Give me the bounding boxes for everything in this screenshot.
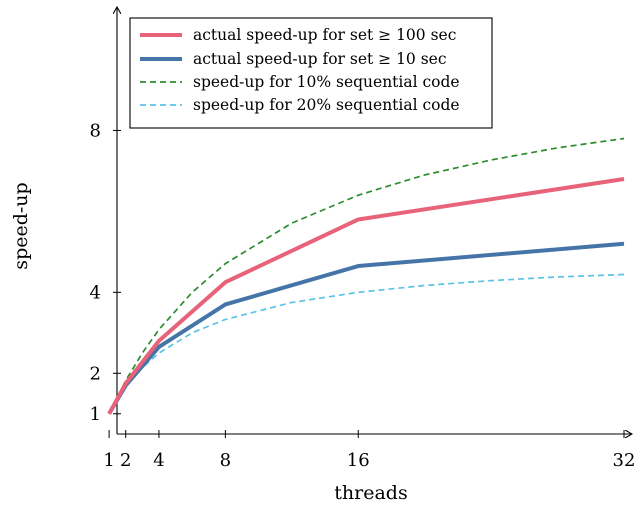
x-tick-label: 8 — [220, 450, 231, 471]
x-axis-label: threads — [334, 482, 407, 504]
legend-entry-label: actual speed-up for set ≥ 10 sec — [193, 50, 447, 68]
series-line-3 — [108, 137, 625, 415]
legend-entry-label: actual speed-up for set ≥ 100 sec — [193, 26, 456, 44]
axes — [117, 8, 631, 434]
x-tick-label: 32 — [613, 450, 636, 471]
x-tick-label: 1 — [103, 450, 114, 471]
y-tick-label: 4 — [90, 282, 101, 303]
series-line-1 — [107, 177, 625, 415]
plot-lines — [107, 137, 625, 415]
legend-entry-label: speed-up for 10% sequential code — [193, 73, 460, 91]
legend-box — [129, 17, 493, 129]
y-tick-label: 1 — [90, 404, 101, 425]
x-tick-label: 16 — [347, 450, 370, 471]
y-ticks: 1 2 4 8 — [90, 120, 121, 425]
x-ticks: 1 2 4 8 16 32 — [103, 430, 635, 471]
y-tick-label: 8 — [90, 120, 101, 141]
y-tick-label: 2 — [90, 363, 101, 384]
legend-entry-label: speed-up for 20% sequential code — [193, 96, 460, 114]
x-tick-label: 2 — [120, 450, 131, 471]
series-line-2 — [107, 241, 625, 415]
legend: actual speed-up for set ≥ 100 sec actual … — [129, 17, 493, 129]
y-axis-label: speed-up — [10, 182, 32, 269]
series-line-4 — [108, 273, 625, 415]
x-tick-label: 4 — [153, 450, 164, 471]
